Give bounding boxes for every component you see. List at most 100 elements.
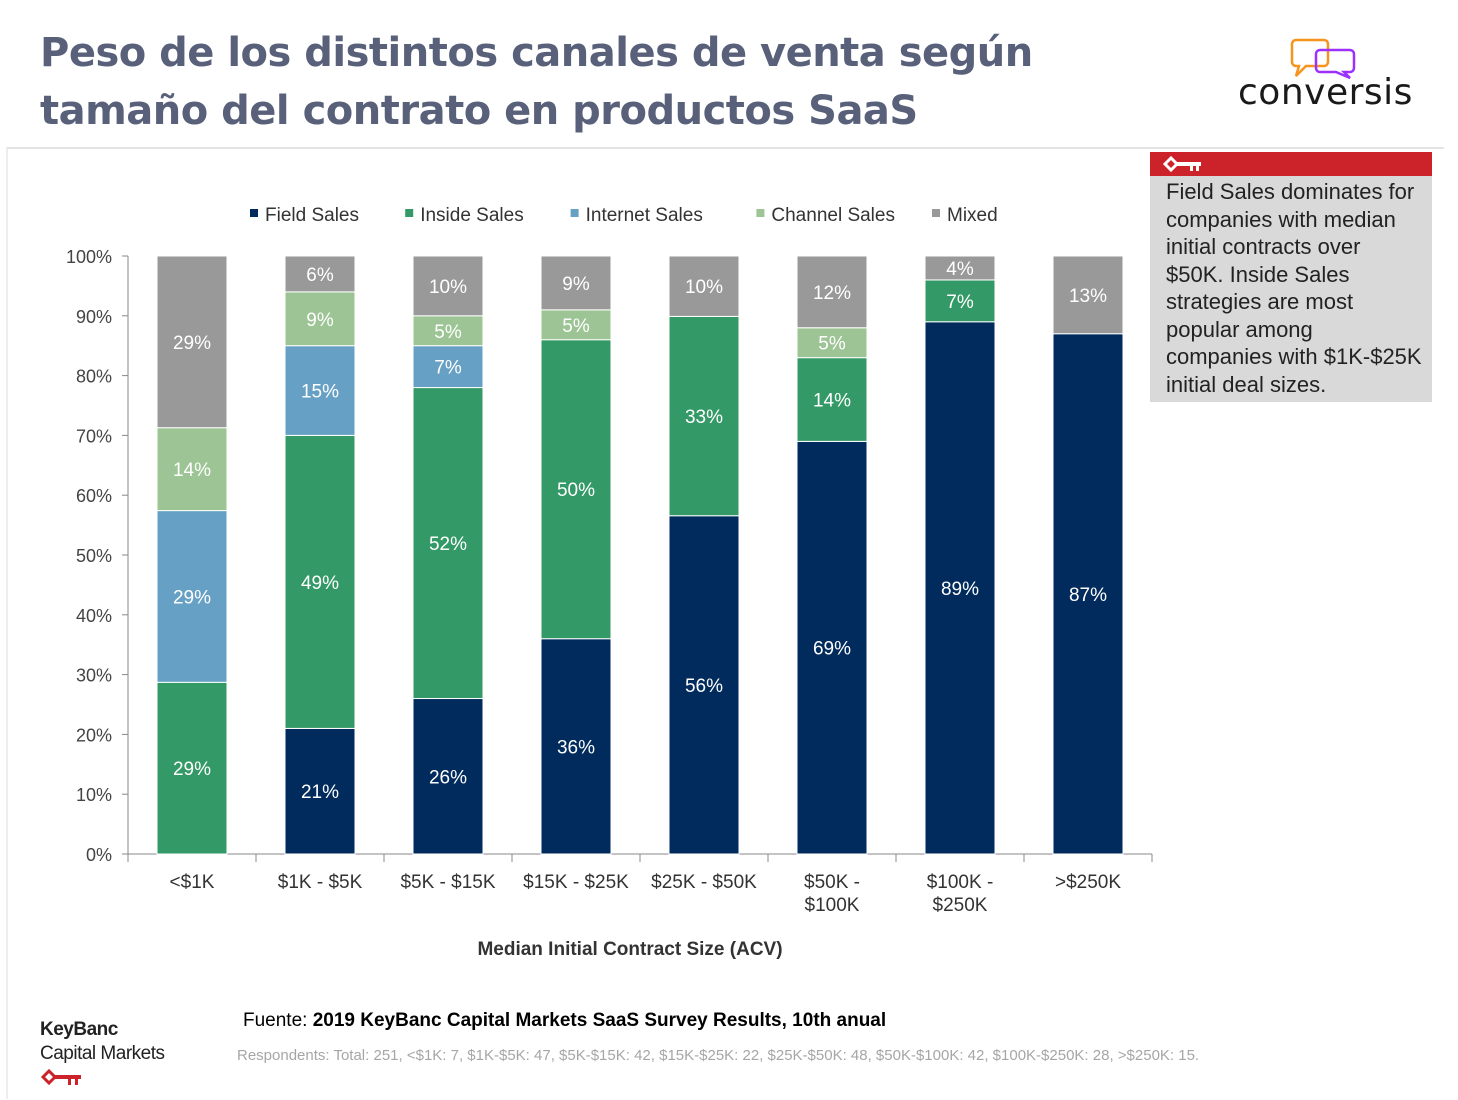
y-tick-label: 10% bbox=[76, 785, 112, 805]
callout-text: Field Sales dominates for companies with… bbox=[1166, 179, 1422, 397]
bar-segment bbox=[156, 255, 228, 429]
x-tick-label: $15K - $25K bbox=[523, 872, 629, 893]
data-label: 29% bbox=[173, 333, 211, 354]
legend-swatch bbox=[570, 209, 579, 217]
data-label: 26% bbox=[429, 767, 467, 788]
legend-swatch bbox=[250, 209, 258, 217]
y-tick-label: 90% bbox=[76, 307, 112, 327]
title-line-2: tamaño del contrato en productos SaaS bbox=[40, 88, 918, 134]
data-label: 9% bbox=[562, 274, 590, 295]
source-note: Fuente: 2019 KeyBanc Capital Markets Saa… bbox=[243, 1010, 886, 1032]
y-tick-label: 50% bbox=[76, 546, 112, 566]
bar-segment bbox=[668, 315, 740, 517]
stacked-bar-chart: Field Sales Inside Sales Internet Sales Cha… bbox=[66, 205, 1153, 960]
data-label: 21% bbox=[301, 782, 339, 803]
key-icon bbox=[1162, 155, 1201, 173]
bar-segment bbox=[796, 357, 868, 442]
legend-swatch bbox=[932, 209, 940, 217]
legend-swatch bbox=[756, 209, 765, 217]
keybanc-logo-line1: KeyBanc bbox=[40, 1019, 118, 1040]
conversis-wordmark: conversis bbox=[1238, 72, 1413, 113]
data-label: 5% bbox=[434, 322, 462, 343]
x-tick-label: $100K - bbox=[927, 872, 994, 893]
data-label: 14% bbox=[173, 460, 211, 481]
bar-segment bbox=[284, 255, 356, 293]
legend-swatch bbox=[405, 209, 414, 217]
data-label: 7% bbox=[946, 292, 974, 313]
data-label: 10% bbox=[685, 277, 723, 298]
bar-segment bbox=[540, 255, 612, 311]
chat-bubbles-icon bbox=[1290, 38, 1356, 80]
bar-segment bbox=[796, 327, 868, 359]
x-tick-label: $100K bbox=[805, 895, 860, 916]
y-tick-label: 40% bbox=[76, 606, 112, 626]
source-label: Fuente: bbox=[243, 1010, 308, 1031]
data-label: 87% bbox=[1069, 585, 1107, 606]
data-label: 33% bbox=[685, 407, 723, 428]
bar-segment bbox=[284, 727, 356, 855]
legend-label: Inside Sales bbox=[420, 205, 524, 226]
x-tick-label: $5K - $15K bbox=[400, 872, 495, 893]
data-label: 5% bbox=[818, 334, 846, 355]
data-label: 7% bbox=[434, 358, 462, 379]
bar-segment bbox=[796, 440, 868, 855]
title-line-1: Peso de los distintos canales de venta s… bbox=[40, 30, 1033, 76]
data-label: 12% bbox=[813, 283, 851, 304]
y-tick-label: 80% bbox=[76, 367, 112, 387]
bar-segment bbox=[1052, 255, 1124, 335]
data-label: 6% bbox=[306, 265, 334, 286]
conversis-logo: conversis bbox=[1238, 38, 1428, 118]
data-label: 9% bbox=[306, 310, 334, 331]
bar-segment bbox=[668, 515, 740, 855]
bar-segment bbox=[284, 345, 356, 436]
legend-label: Mixed bbox=[947, 205, 998, 226]
data-label: 29% bbox=[173, 587, 211, 608]
bar-segment bbox=[284, 434, 356, 729]
bar-segment bbox=[540, 638, 612, 855]
bar-segment bbox=[156, 510, 228, 683]
source-text: 2019 KeyBanc Capital Markets SaaS Survey… bbox=[312, 1010, 887, 1031]
data-label: 36% bbox=[557, 737, 595, 758]
data-label: 69% bbox=[813, 639, 851, 660]
data-label: 89% bbox=[941, 579, 979, 600]
x-tick-label: $50K - bbox=[804, 872, 860, 893]
legend: Field Sales Inside Sales Internet Sales Cha… bbox=[250, 205, 998, 226]
callout-box: Field Sales dominates for companies with… bbox=[1150, 152, 1432, 402]
bar-segment bbox=[540, 309, 612, 341]
bar-segment bbox=[412, 345, 484, 389]
keybanc-logo-line2: Capital Markets bbox=[40, 1043, 165, 1064]
data-label: 52% bbox=[429, 534, 467, 555]
data-label: 4% bbox=[946, 259, 974, 280]
legend-label: Channel Sales bbox=[771, 205, 895, 226]
bar-segment bbox=[796, 255, 868, 329]
x-tick-label: $25K - $50K bbox=[651, 872, 757, 893]
bar-segment bbox=[540, 339, 612, 640]
data-label: 5% bbox=[562, 316, 590, 337]
bar-segment bbox=[924, 255, 996, 281]
x-axis-label: Median Initial Contract Size (ACV) bbox=[477, 939, 782, 960]
bars: 29% 29% 14% 29% 21% 49% 15% 9% 6% 26% 52% 7% 5% 10% 36… bbox=[156, 255, 1124, 855]
page-title: Peso de los distintos canales de venta s… bbox=[40, 24, 1033, 140]
x-tick-label: >$250K bbox=[1055, 872, 1121, 893]
respondents-note: Respondents: Total: 251, <$1K: 7, $1K-$5… bbox=[237, 1047, 1200, 1064]
bar-segment bbox=[924, 321, 996, 855]
y-tick-label: 70% bbox=[76, 426, 112, 446]
y-tick-label: 30% bbox=[76, 666, 112, 686]
keybanc-logo: KeyBanc Capital Markets bbox=[40, 1018, 165, 1095]
y-tick-label: 60% bbox=[76, 486, 112, 506]
legend-label: Internet Sales bbox=[586, 205, 703, 226]
bar-segment bbox=[156, 427, 228, 512]
callout-header bbox=[1150, 152, 1432, 176]
x-tick-label: $250K bbox=[933, 895, 988, 916]
bar-segment bbox=[284, 291, 356, 347]
data-label: 49% bbox=[301, 573, 339, 594]
bar-segment bbox=[924, 279, 996, 323]
data-label: 56% bbox=[685, 676, 723, 697]
legend-label: Field Sales bbox=[265, 205, 359, 226]
data-label: 10% bbox=[429, 277, 467, 298]
x-tick-label: <$1K bbox=[170, 872, 215, 893]
data-label: 13% bbox=[1069, 286, 1107, 307]
data-label: 29% bbox=[173, 759, 211, 780]
y-tick-label: 20% bbox=[76, 725, 112, 745]
data-label: 50% bbox=[557, 480, 595, 501]
